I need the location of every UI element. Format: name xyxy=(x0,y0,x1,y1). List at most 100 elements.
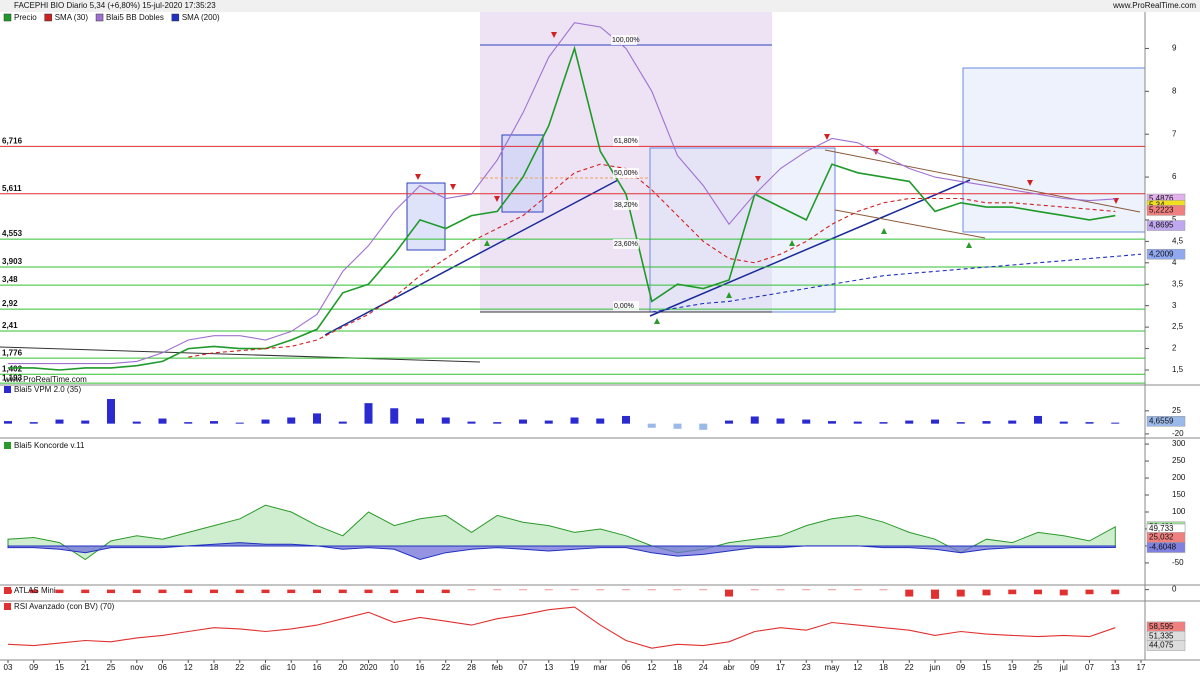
bar xyxy=(544,589,553,591)
header-bar xyxy=(0,0,1200,12)
bar xyxy=(956,589,965,597)
bar xyxy=(673,589,682,591)
x-tick-label: jun xyxy=(929,663,941,672)
x-tick-label: 19 xyxy=(570,663,579,672)
annotation-bg xyxy=(613,239,639,249)
x-tick-label: jul xyxy=(1059,663,1068,672)
bar xyxy=(287,417,296,424)
bar xyxy=(364,403,373,424)
signal-arrows xyxy=(484,228,972,324)
y-tick-label: 5 xyxy=(1172,215,1177,224)
x-tick-label: 09 xyxy=(750,663,759,672)
x-tick-label: 18 xyxy=(210,663,219,672)
bar xyxy=(828,421,836,424)
x-tick-label: 17 xyxy=(776,663,785,672)
bar xyxy=(184,589,193,594)
chart-title: FACEPHI BIO Diario 5,34 (+6,80%) 15-jul-… xyxy=(14,1,216,10)
bar xyxy=(982,589,991,596)
x-tick-label: 20 xyxy=(338,663,347,672)
annotation-bg xyxy=(613,301,639,311)
panel-title: Blai5 VPM 2.0 (35) xyxy=(14,385,81,394)
source: www.ProRealTime.com xyxy=(1112,1,1196,10)
x-tick-label: 21 xyxy=(81,663,90,672)
last-value-label: -4,6048 xyxy=(1149,543,1177,552)
y-tick-label: 2,5 xyxy=(1172,322,1184,331)
trend-line xyxy=(824,149,1141,213)
panel-title-swatch xyxy=(4,587,11,594)
level-label: 6,716 xyxy=(2,136,23,145)
x-tick-label: 09 xyxy=(956,663,965,672)
panel-title: ATLAS Mini xyxy=(14,586,56,595)
x-tick-label: mar xyxy=(593,663,607,672)
bar xyxy=(622,589,630,591)
bar xyxy=(776,418,785,424)
bar xyxy=(107,589,115,594)
y-tick-label: 250 xyxy=(1172,456,1186,465)
last-value-box xyxy=(1146,248,1186,260)
bar xyxy=(29,589,38,594)
bar xyxy=(879,422,888,424)
x-tick-label: 12 xyxy=(184,663,193,672)
x-tick-label: 07 xyxy=(519,663,528,672)
bar xyxy=(390,589,399,594)
bar xyxy=(776,589,785,591)
bar xyxy=(1059,589,1068,596)
y-tick-label: 150 xyxy=(1172,490,1186,499)
last-value-label: 5,34 xyxy=(1149,200,1165,209)
panel-title: RSI Avanzado (con BV) (70) xyxy=(14,602,115,611)
bar xyxy=(750,416,759,424)
bar xyxy=(441,417,450,424)
x-tick-label: 25 xyxy=(1034,663,1043,672)
x-tick-label: 24 xyxy=(699,663,708,672)
bar xyxy=(673,423,682,429)
x-tick-label: 03 xyxy=(4,663,13,672)
x-tick-label: 23 xyxy=(802,663,811,672)
x-tick-label: 07 xyxy=(1085,663,1094,672)
series-area xyxy=(7,542,1116,561)
bar xyxy=(338,589,347,594)
bar xyxy=(210,589,218,594)
bar xyxy=(338,421,347,424)
panel-title-swatch xyxy=(4,442,11,449)
legend-swatch xyxy=(3,13,12,22)
bar xyxy=(1008,420,1017,424)
bar xyxy=(1034,589,1042,595)
last-value-label: 51,335 xyxy=(1149,631,1174,640)
last-value-label: 5,4876 xyxy=(1149,194,1174,203)
series-line xyxy=(8,45,1116,371)
bar xyxy=(905,589,914,597)
bar xyxy=(544,420,553,424)
trend-line xyxy=(834,209,986,239)
series-line xyxy=(651,253,1142,313)
bar xyxy=(4,421,12,424)
annotation: 61,80% xyxy=(614,138,638,145)
x-tick-label: 16 xyxy=(313,663,322,672)
x-tick-label: 22 xyxy=(441,663,450,672)
bar xyxy=(210,421,218,424)
x-tick-label: 12 xyxy=(853,663,862,672)
last-value-label: 49,733 xyxy=(1149,524,1174,533)
legend-label: Blai5 BB Dobles xyxy=(106,13,164,22)
bar xyxy=(184,422,193,424)
bar xyxy=(55,589,64,594)
y-tick-label: 6 xyxy=(1172,172,1177,181)
bar xyxy=(905,420,914,424)
bar xyxy=(879,589,888,591)
x-tick-label: dic xyxy=(260,663,270,672)
x-tick-label: 06 xyxy=(622,663,631,672)
level-label: 2,92 xyxy=(2,299,18,308)
box xyxy=(501,134,544,213)
annotation: 38,20% xyxy=(614,202,638,209)
x-tick-label: 12 xyxy=(647,663,656,672)
level-label: 5,611 xyxy=(2,184,22,193)
bar xyxy=(956,422,965,424)
trend-line xyxy=(649,179,971,317)
x-tick-label: 10 xyxy=(390,663,399,672)
bar xyxy=(81,420,90,424)
bar xyxy=(931,589,939,599)
annotation: 23,60% xyxy=(614,241,638,248)
bar xyxy=(1059,421,1068,424)
x-tick-label: 18 xyxy=(673,663,682,672)
level-label: 1,776 xyxy=(2,348,23,357)
